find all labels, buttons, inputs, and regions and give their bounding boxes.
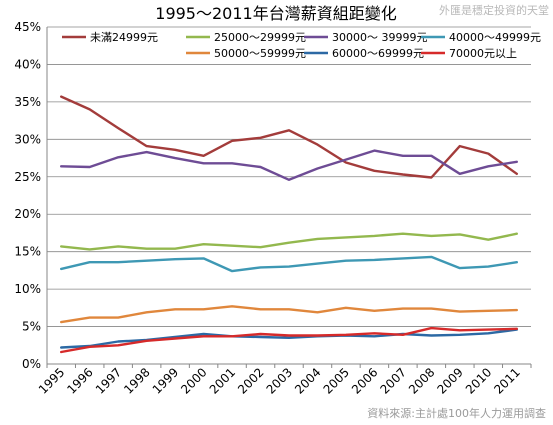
y-tick-label: 35% <box>14 95 41 109</box>
x-tick-label: 2007 <box>378 365 409 396</box>
x-tick-label: 2004 <box>292 365 323 396</box>
series-line <box>60 149 518 182</box>
x-tick-label: 2003 <box>264 365 295 396</box>
x-tick-label: 2011 <box>491 365 522 396</box>
y-tick-label: 40% <box>14 57 41 71</box>
y-tick-label: 10% <box>14 282 41 296</box>
chart-title: 1995～2011年台灣薪資組距變化 <box>155 4 396 23</box>
legend: 未滿24999元 25000～29999元 30000～ 39999元 40000～4… <box>62 31 541 60</box>
x-tick-label: 1997 <box>93 365 124 396</box>
series-line <box>60 232 518 251</box>
legend-label: 60000～69999元 <box>332 47 424 60</box>
legend-label: 25000～29999元 <box>214 31 306 44</box>
y-tick-label: 0% <box>22 357 41 371</box>
x-tick-label: 2000 <box>178 365 209 396</box>
y-tick-label: 45% <box>14 20 41 34</box>
y-tick-label: 25% <box>14 170 41 184</box>
x-tick-label: 2002 <box>235 365 266 396</box>
legend-label: 50000～59999元 <box>214 47 306 60</box>
series-line <box>60 255 518 273</box>
series-lines <box>60 95 518 354</box>
x-tick-label: 2010 <box>463 365 494 396</box>
x-tick-label: 1996 <box>64 365 95 396</box>
x-tick-label: 2009 <box>434 365 465 396</box>
x-tick-label: 1999 <box>150 365 181 396</box>
y-tick-label: 30% <box>14 132 41 146</box>
series-line <box>60 328 518 349</box>
x-tick-label: 2005 <box>321 365 352 396</box>
source-note: 資料來源:主計處100年人力運用調查 <box>367 406 546 420</box>
y-tick-label: 5% <box>22 320 41 334</box>
legend-label: 30000～ 39999元 <box>332 31 427 44</box>
watermark-text: 外匯是穩定投資的天堂 <box>439 3 549 17</box>
legend-label: 未滿24999元 <box>90 31 158 44</box>
chart-axes: 0%5%10%15%20%25%30%35%40%45%199519961997… <box>14 20 532 397</box>
x-tick-label: 2006 <box>349 365 380 396</box>
y-tick-label: 15% <box>14 245 41 259</box>
series-line <box>60 95 518 179</box>
legend-label: 40000～49999元 <box>449 31 541 44</box>
grid-lines <box>47 26 531 327</box>
series-line <box>60 305 518 324</box>
legend-label: 70000元以上 <box>449 47 517 60</box>
series-line <box>60 326 518 354</box>
x-tick-label: 2008 <box>406 365 437 396</box>
x-tick-label: 1998 <box>121 365 152 396</box>
y-tick-label: 20% <box>14 207 41 221</box>
x-tick-label: 2001 <box>207 365 238 396</box>
